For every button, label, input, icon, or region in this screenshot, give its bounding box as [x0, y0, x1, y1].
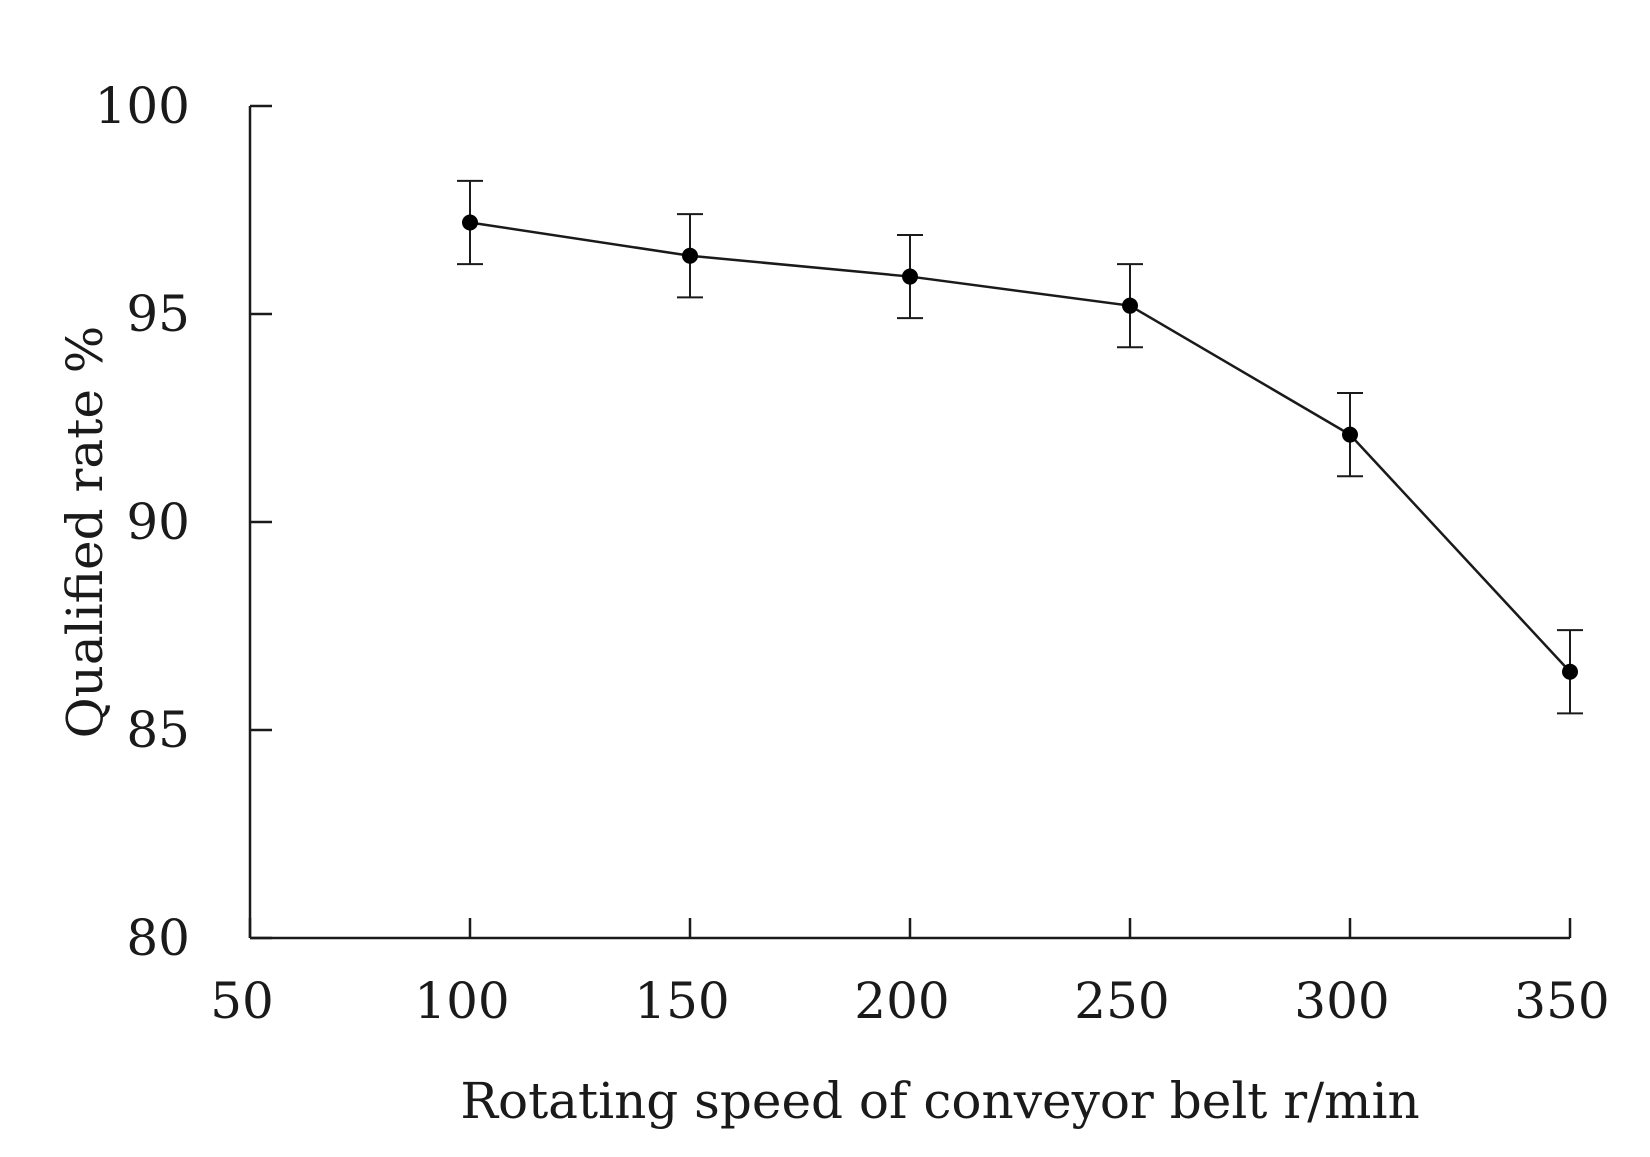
x-tick-label: 100: [414, 972, 509, 1030]
x-tick-label: 150: [634, 972, 729, 1030]
y-tick-label: 95: [126, 285, 190, 343]
data-point: [682, 247, 698, 264]
y-tick-label: 100: [95, 77, 190, 135]
y-tick-label: 85: [126, 701, 190, 759]
y-axis: 80 85 90 95 100: [95, 77, 272, 967]
data-point: [1342, 426, 1358, 443]
y-tick-label: 90: [126, 493, 190, 551]
data-point: [902, 268, 918, 285]
x-tick-label: 50: [210, 972, 274, 1030]
y-axis-title: Qualified rate %: [56, 326, 114, 739]
x-tick-label: 350: [1514, 972, 1609, 1030]
y-tick-label: 80: [126, 909, 190, 967]
data-point: [1562, 663, 1578, 680]
x-tick-label: 300: [1294, 972, 1389, 1030]
series-line: [469, 221, 1571, 673]
x-tick-label: 250: [1074, 972, 1169, 1030]
x-axis-title: Rotating speed of conveyor belt r/min: [460, 1072, 1419, 1130]
x-axis: 50 100 150 200 250 300 350: [210, 918, 1610, 1030]
x-tick-label: 200: [854, 972, 949, 1030]
data-point: [462, 214, 478, 231]
series-group: [457, 179, 1583, 715]
data-point: [1122, 297, 1138, 314]
